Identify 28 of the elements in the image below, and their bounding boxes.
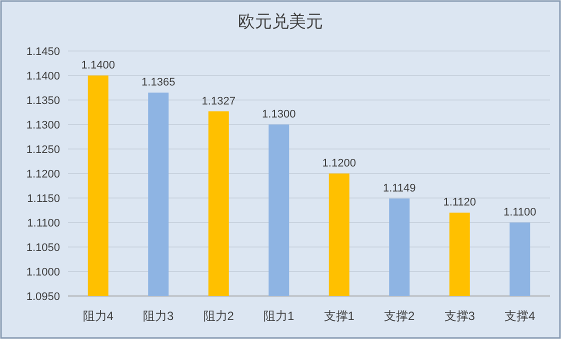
x-tick-label: 阻力1 [264, 309, 295, 323]
x-tick-label: 阻力2 [203, 309, 234, 323]
chart-title: 欧元兑美元 [238, 12, 323, 31]
data-label: 1.1300 [262, 108, 296, 120]
data-label: 1.1120 [443, 196, 476, 209]
y-tick-label: 1.1150 [27, 193, 60, 205]
data-label: 1.1149 [382, 182, 416, 194]
x-tick-label: 阻力4 [82, 309, 114, 323]
y-tick-label: 1.1450 [26, 46, 60, 58]
y-tick-label: 1.1300 [26, 120, 60, 132]
y-tick-label: 1.1200 [26, 168, 60, 180]
data-label: 1.1327 [202, 95, 236, 108]
data-label: 1.1365 [142, 76, 176, 89]
y-tick-label: 1.0950 [26, 291, 60, 303]
y-tick-label: 1.1350 [26, 95, 60, 107]
y-tick-label: 1.1250 [26, 144, 60, 156]
x-tick-label: 阻力3 [143, 309, 174, 323]
x-tick-label: 支撑3 [444, 309, 476, 323]
y-tick-label: 1.1100 [27, 218, 60, 230]
x-tick-label: 支撑1 [324, 309, 355, 323]
y-tick-label: 1.1400 [26, 70, 60, 82]
y-tick-label: 1.1000 [26, 266, 60, 278]
y-tick-label: 1.1050 [26, 242, 60, 254]
x-tick-label: 支撑4 [504, 309, 536, 323]
data-label: 1.1100 [503, 206, 536, 218]
data-label: 1.1400 [81, 60, 115, 72]
data-label: 1.1200 [322, 158, 356, 170]
x-tick-label: 支撑2 [384, 309, 416, 323]
